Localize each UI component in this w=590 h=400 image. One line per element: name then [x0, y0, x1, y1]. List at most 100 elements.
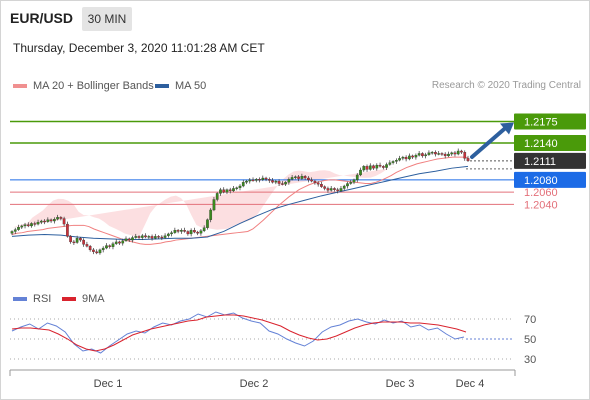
candle-body: [385, 164, 388, 168]
x-tick-label: Dec 1: [94, 378, 123, 390]
candle-body: [206, 219, 209, 228]
candle-body: [398, 158, 401, 161]
candle-body: [222, 189, 226, 193]
ma50-label: MA 50: [175, 80, 207, 92]
candle-body: [199, 230, 203, 234]
rsi-line: [11, 311, 465, 354]
current-price-label: 1.2111: [524, 156, 556, 168]
candle-body: [414, 155, 418, 158]
candle-body: [235, 187, 239, 189]
candle-body: [189, 230, 193, 235]
candle-body: [450, 152, 454, 155]
candle-body: [394, 160, 398, 162]
candle-body: [69, 236, 72, 243]
candle-body: [30, 223, 33, 227]
candle-body: [131, 237, 134, 241]
ma20-swatch: [13, 84, 27, 88]
candle-body: [232, 188, 235, 192]
candle-body: [342, 185, 346, 189]
candle-body: [46, 219, 50, 222]
candle-body: [424, 154, 428, 157]
candle-body: [447, 153, 450, 157]
candle-body: [460, 150, 463, 153]
support-2-label: 1.2040: [524, 199, 558, 211]
candle-body: [274, 180, 278, 183]
candle-body: [157, 236, 160, 238]
candle-body: [98, 249, 102, 254]
candle-body: [326, 188, 330, 191]
candle-body: [49, 219, 53, 222]
ma9-label: 9MA: [82, 293, 105, 305]
candle-body: [294, 176, 297, 178]
legend-ma20: MA 20 + Bollinger Bands: [13, 80, 154, 92]
candle-body: [127, 238, 131, 241]
resistance-1-label: 1.2140: [524, 138, 558, 150]
candle-body: [290, 177, 294, 180]
candle-body: [372, 165, 375, 169]
candle-body: [17, 227, 20, 230]
candle-body: [118, 241, 121, 244]
candle-body: [310, 179, 314, 182]
candle-body: [183, 230, 186, 232]
candle-body: [401, 156, 405, 159]
candle-body: [10, 231, 14, 234]
candle-body: [202, 227, 206, 231]
candle-body: [297, 176, 300, 179]
candle-body: [52, 219, 56, 222]
candle-body: [346, 183, 349, 187]
candle-body: [114, 241, 118, 244]
candle-body: [284, 182, 287, 185]
candle-body: [287, 179, 291, 183]
candle-body: [215, 193, 219, 200]
candle-body: [277, 180, 281, 184]
symbol-title: EUR/USD: [10, 10, 74, 26]
candle-body: [101, 247, 105, 251]
candle-body: [333, 188, 336, 190]
candle-body: [196, 231, 200, 234]
candle-body: [147, 236, 151, 238]
candle-body: [404, 156, 408, 160]
candle-body: [381, 166, 385, 168]
candle-body: [212, 199, 216, 211]
candle-body: [440, 153, 444, 155]
candle-body: [339, 188, 343, 192]
candle-body: [111, 243, 115, 247]
candle-body: [359, 169, 362, 176]
candle-body: [92, 249, 95, 252]
candle-body: [20, 225, 24, 228]
pivot-tag: [514, 171, 586, 188]
current-price-tag: [514, 152, 586, 169]
candle-body: [124, 238, 128, 241]
bollinger-bands-area: [12, 167, 397, 237]
candle-body: [313, 180, 317, 184]
candle-body: [180, 230, 183, 232]
candle-body: [251, 179, 255, 182]
candle-body: [303, 176, 307, 179]
resistance-2-tag: [514, 113, 586, 130]
candle-body: [82, 239, 86, 245]
candle-body: [193, 230, 196, 233]
candle-body: [417, 153, 421, 156]
candle-body: [434, 152, 437, 155]
candle-body: [365, 166, 369, 170]
x-tick-label: Dec 4: [456, 378, 485, 390]
pivot-label: 1.2080: [524, 175, 558, 187]
candle-body: [248, 179, 252, 182]
candle-body: [437, 153, 441, 155]
candle-body: [271, 180, 274, 183]
timeframe-button[interactable]: 30 MIN: [82, 7, 132, 31]
ma9-line: [11, 314, 467, 352]
rsi-tick-label: 50: [524, 334, 536, 346]
candle-body: [166, 233, 170, 236]
rsi-tick-label: 30: [524, 354, 536, 366]
candle-body: [352, 179, 356, 183]
candle-body: [238, 185, 242, 188]
candle-body: [186, 231, 190, 235]
candle-body: [170, 232, 173, 235]
legend-rsi: RSI: [13, 293, 51, 305]
candle-body: [307, 177, 310, 181]
candle-body: [316, 182, 320, 185]
candle-body: [466, 158, 470, 161]
candle-body: [254, 179, 258, 181]
candle-body: [378, 164, 382, 167]
